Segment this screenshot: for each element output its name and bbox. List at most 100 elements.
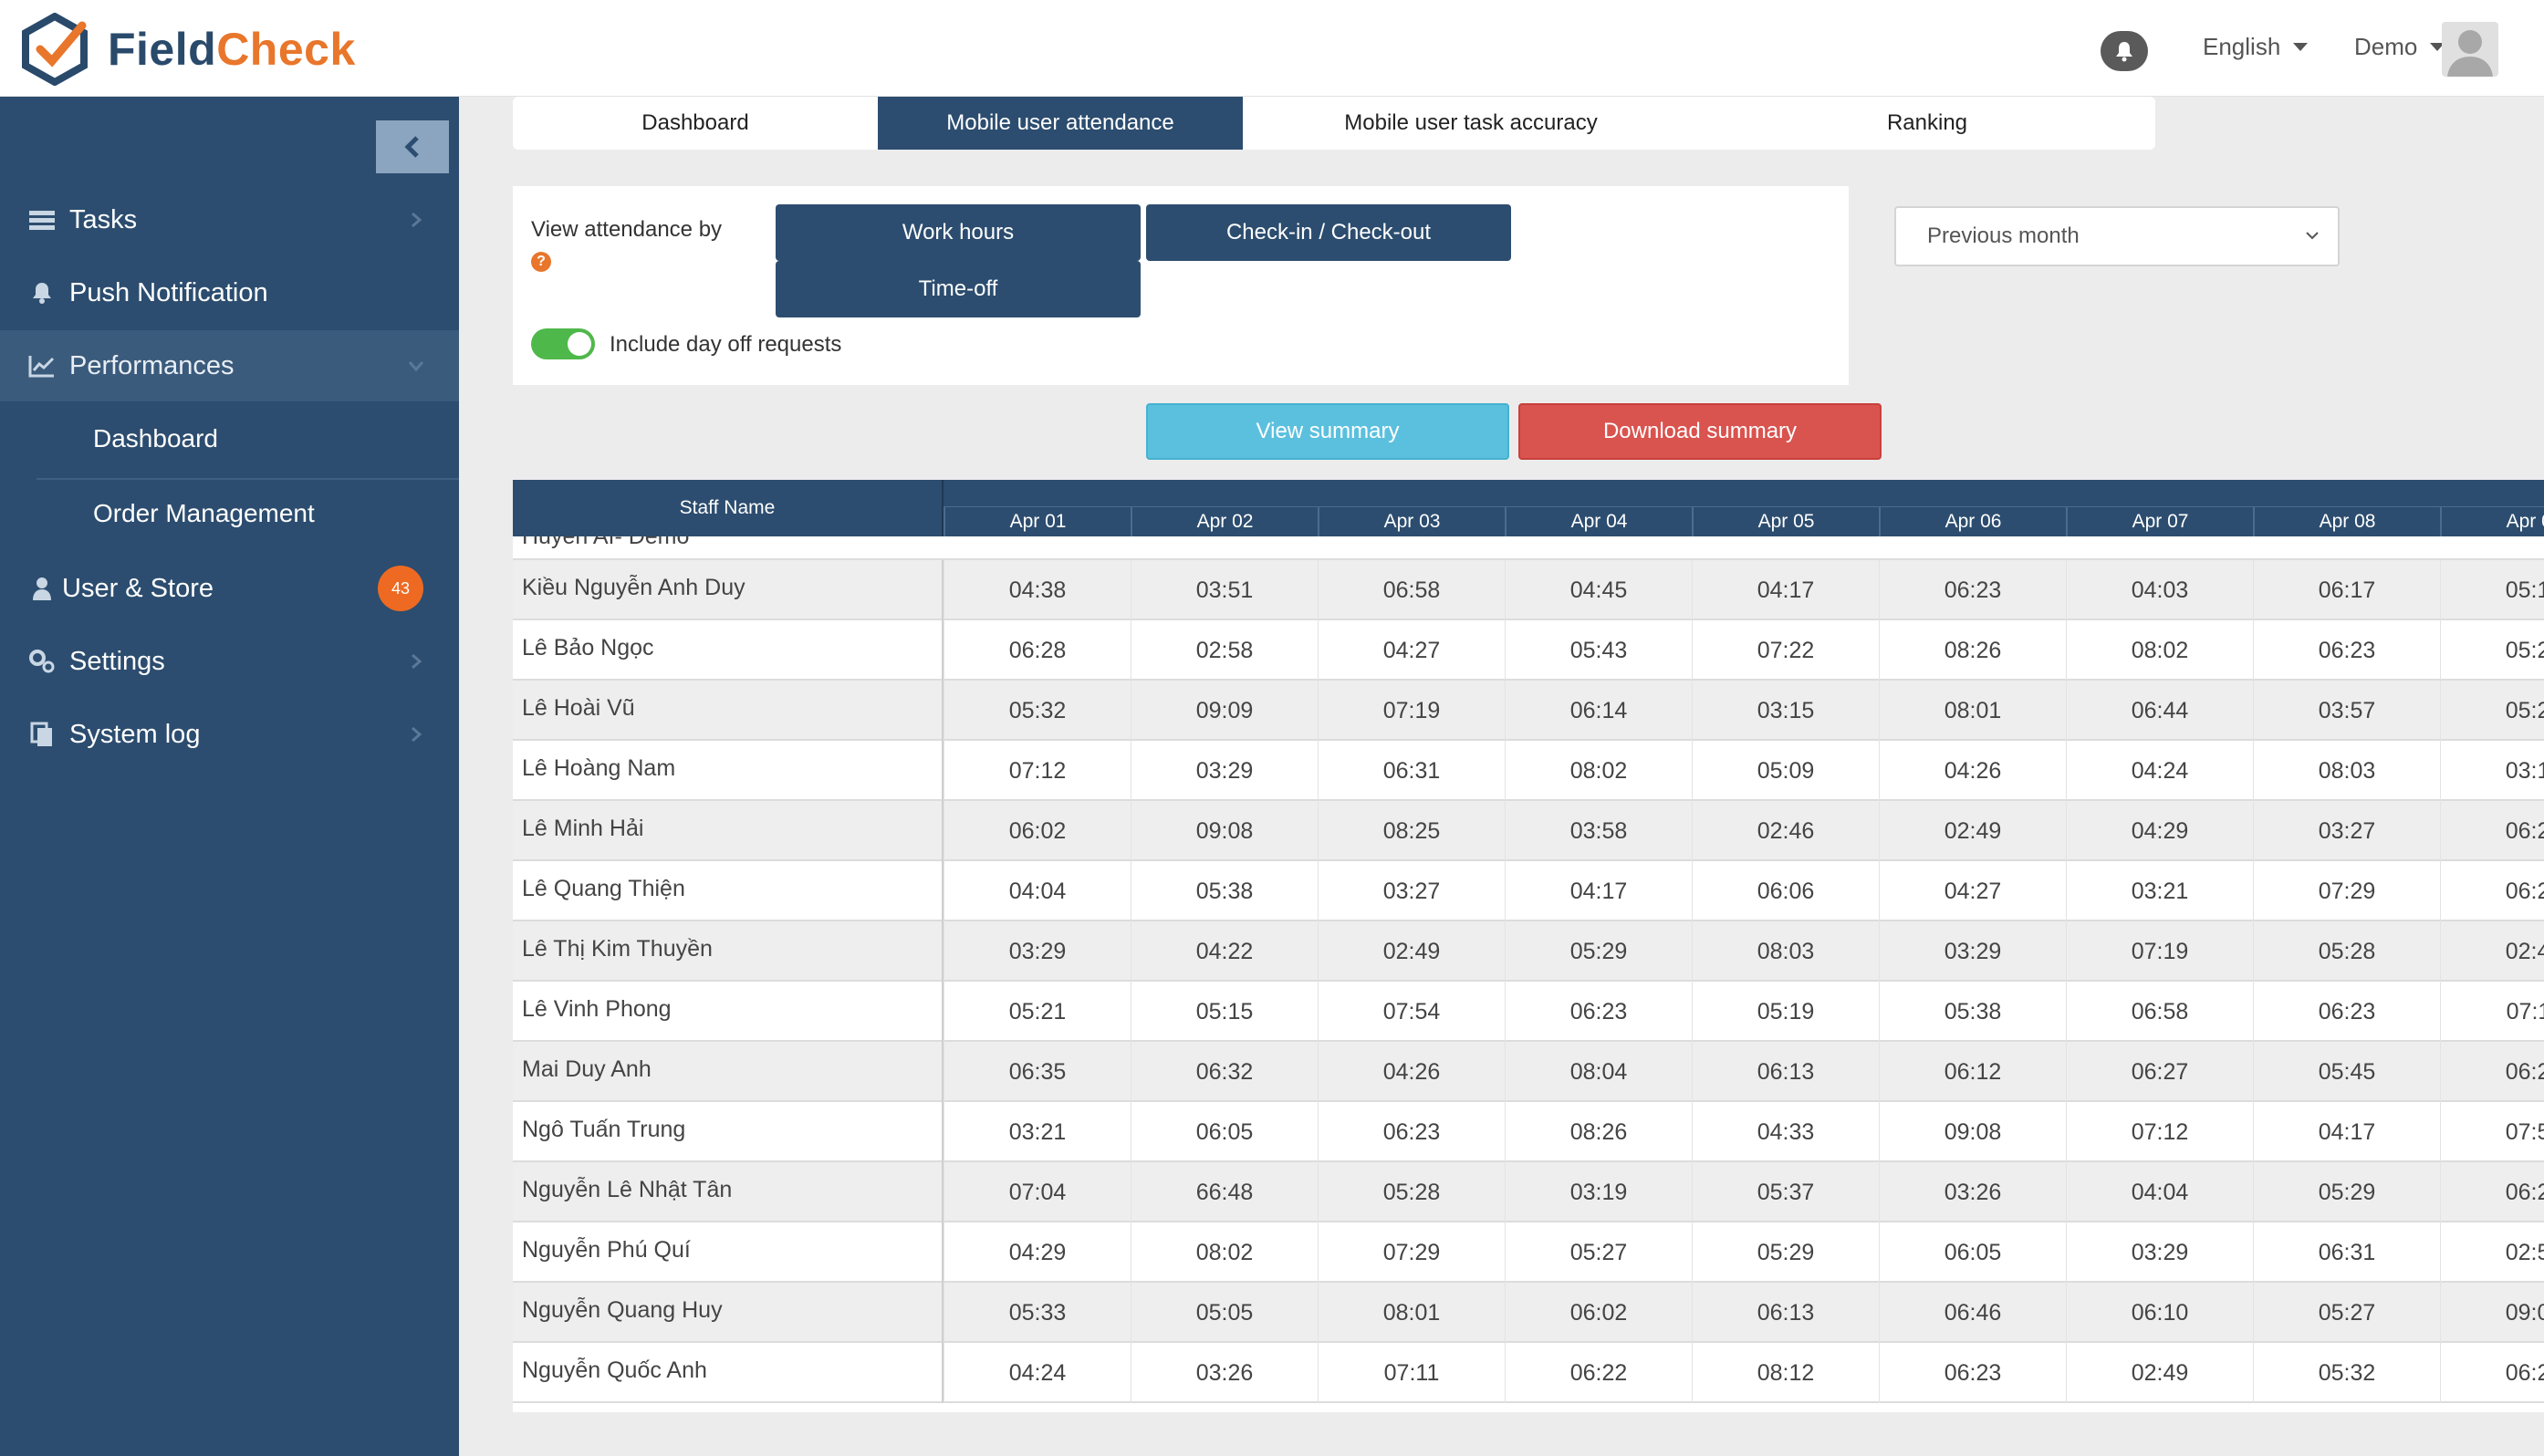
sidebar-subitem-order-management[interactable]: Order Management <box>36 478 459 549</box>
staff-name: Nguyễn Quốc Anh <box>522 1357 707 1383</box>
day-header[interactable]: Apr 03 <box>1318 507 1505 536</box>
hours-cell: 04:17 <box>2253 1102 2440 1162</box>
hours-cell: 02:49 <box>2066 1343 2253 1403</box>
hours-cell: 03:29 <box>1879 921 2066 982</box>
chevron-right-icon <box>412 212 422 228</box>
day-header[interactable]: Apr 04 <box>1505 507 1692 536</box>
hours-cell: 06:23 <box>1879 1343 2066 1403</box>
sidebar-item-settings[interactable]: Settings <box>0 626 459 697</box>
hours-cell: 04:17 <box>1505 861 1692 921</box>
tasks-icon <box>27 205 57 234</box>
hours-cell: 06:35 <box>944 1042 1131 1102</box>
view-attendance-label: View attendance by <box>531 217 723 242</box>
hours-cell: 06:23 <box>1318 1102 1505 1162</box>
avatar[interactable] <box>2442 22 2498 77</box>
chevron-left-icon <box>404 136 419 158</box>
hours-cell: 03:19 <box>1505 1162 1692 1222</box>
day-header[interactable]: Apr 05 <box>1692 507 1879 536</box>
hours-cell: 03:29 <box>944 921 1131 982</box>
staff-name: Huyền AI- Demo <box>522 536 690 549</box>
attendance-filter-panel: View attendance by ? Work hours Check-in… <box>513 186 1849 385</box>
sidebar-item-tasks[interactable]: Tasks <box>0 184 459 255</box>
hours-cell: 08:26 <box>1505 1102 1692 1162</box>
view-summary-button[interactable]: View summary <box>1146 403 1509 460</box>
logo-text: FieldCheck <box>108 24 356 75</box>
notification-bell-icon[interactable] <box>2101 31 2148 71</box>
table-row: Lê Quang Thiện 04:04 05:38 03:27 04:17 06:06 0… <box>513 861 2544 921</box>
table-row: Mai Duy Anh 06:35 06:32 04:26 08:04 06:13 06:1… <box>513 1042 2544 1102</box>
hours-cell: 06:28 <box>2440 1343 2544 1403</box>
hours-cell: 04:04 <box>2066 1162 2253 1222</box>
hours-cell: 06:22 <box>2440 801 2544 861</box>
sidebar-subitem-label: Order Management <box>93 499 315 527</box>
hours-cell: 06:10 <box>2066 1283 2253 1343</box>
hours-cell: 05:21 <box>944 982 1131 1042</box>
hours-cell: 03:27 <box>2253 801 2440 861</box>
hours-cell: 06:58 <box>1318 560 1505 620</box>
day-header[interactable]: Apr 07 <box>2066 507 2253 536</box>
day-header[interactable]: Apr 09 <box>2440 507 2544 536</box>
user-dropdown[interactable]: Demo <box>2354 33 2445 61</box>
staff-name: Lê Quang Thiện <box>522 876 685 901</box>
name-cell <box>513 861 944 921</box>
sidebar-item-performances[interactable]: Performances <box>0 330 459 401</box>
sidebar-item-push-notification[interactable]: Push Notification <box>0 257 459 328</box>
hours-cell: 06:22 <box>1505 1343 1692 1403</box>
check-in-check-out-button[interactable]: Check-in / Check-out <box>1146 204 1511 261</box>
sidebar-item-system-log[interactable]: System log <box>0 699 459 770</box>
staff-name: Nguyễn Quang Huy <box>522 1297 723 1323</box>
app-logo[interactable]: FieldCheck <box>22 13 356 86</box>
tab-mobile-user-attendance[interactable]: Mobile user attendance <box>878 97 1243 150</box>
time-off-button[interactable]: Time-off <box>776 261 1141 317</box>
hours-cell: 04:04 <box>944 861 1131 921</box>
name-cell <box>513 921 944 982</box>
help-icon[interactable]: ? <box>531 252 551 272</box>
hours-cell: 07:54 <box>1318 982 1505 1042</box>
user-name: Demo <box>2354 33 2418 60</box>
hours-cell: 06:02 <box>944 801 1131 861</box>
work-hours-button[interactable]: Work hours <box>776 204 1141 261</box>
hours-cell: 07:29 <box>2253 861 2440 921</box>
attendance-table: Huyền AI- Demo Kiều Nguyễn Anh Duy 04:38 0… <box>513 480 2544 1412</box>
hours-cell: 03:15 <box>1692 681 1879 741</box>
name-cell <box>513 560 944 620</box>
hours-cell: 05:05 <box>1131 1283 1318 1343</box>
sidebar-subitem-dashboard[interactable]: Dashboard <box>36 403 459 474</box>
user-icon <box>27 574 57 603</box>
hours-cell: 06:31 <box>1318 741 1505 801</box>
hours-cell: 07:11 <box>1318 1343 1505 1403</box>
staff-name-header[interactable]: Staff Name <box>513 480 944 536</box>
table-row: Lê Minh Hải 06:02 09:08 08:25 03:58 02:46 02:4… <box>513 801 2544 861</box>
language-dropdown[interactable]: English <box>2203 33 2309 61</box>
tab-ranking[interactable]: Ranking <box>1886 110 1968 135</box>
hours-cell: 07:12 <box>2066 1102 2253 1162</box>
download-summary-button[interactable]: Download summary <box>1518 403 1882 460</box>
chevron-down-icon <box>2293 43 2309 51</box>
tab-mobile-user-task-accuracy[interactable]: Mobile user task accuracy <box>1344 110 1598 135</box>
hours-cell: 08:02 <box>2066 620 2253 681</box>
count-badge: 43 <box>378 566 423 611</box>
hours-cell: 03:51 <box>1131 560 1318 620</box>
day-header[interactable]: Apr 02 <box>1131 507 1318 536</box>
hours-cell: 04:45 <box>1505 560 1692 620</box>
include-day-off-toggle[interactable] <box>531 328 595 359</box>
sidebar-item-user-store[interactable]: User & Store 43 <box>0 553 459 624</box>
hours-cell: 05:21 <box>2440 681 2544 741</box>
sidebar-collapse-button[interactable] <box>376 120 449 173</box>
chevron-right-icon <box>412 726 422 743</box>
tab-dashboard[interactable]: Dashboard <box>641 110 749 135</box>
period-select[interactable]: Previous month <box>1894 206 2340 266</box>
day-header[interactable]: Apr 06 <box>1879 507 2066 536</box>
name-cell <box>513 1283 944 1343</box>
sidebar-item-label: Performances <box>69 350 235 380</box>
hours-cell: 08:02 <box>1131 1222 1318 1283</box>
day-header[interactable]: Apr 01 <box>944 507 1131 536</box>
name-cell <box>513 741 944 801</box>
table-header: Staff Name Apr 01 Apr 02 Apr 03 Apr 04 Apr 0… <box>513 480 2544 536</box>
hours-cell: 05:28 <box>2253 921 2440 982</box>
chevron-down-icon <box>408 361 424 372</box>
sidebar-item-label: Tasks <box>69 204 138 234</box>
day-header[interactable]: Apr 08 <box>2253 507 2440 536</box>
hours-cell: 07:12 <box>944 741 1131 801</box>
table-row: Kiều Nguyễn Anh Duy 04:38 03:51 06:58 04:45 0… <box>513 560 2544 620</box>
